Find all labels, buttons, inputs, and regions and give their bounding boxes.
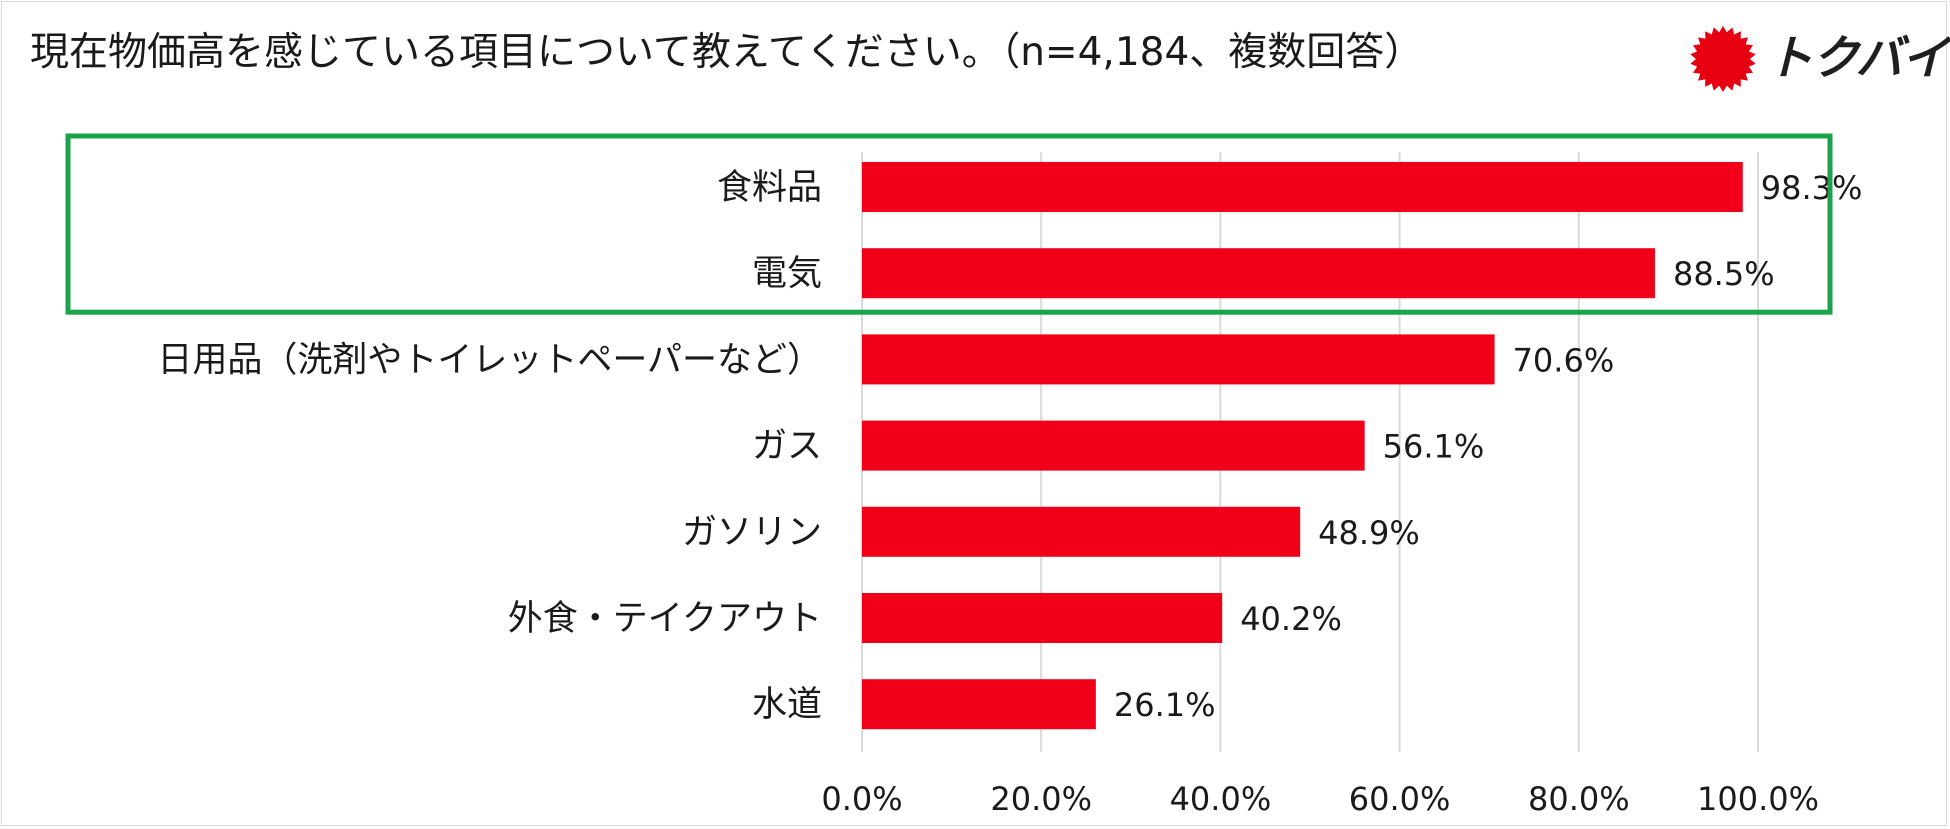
brand-name: トクバイ	[1766, 31, 1949, 86]
chart-title: 現在物価高を感じている項目について教えてください。（n=4,184、複数回答）	[30, 30, 1424, 75]
x-tick-label: 20.0%	[990, 780, 1092, 818]
x-tick-label: 80.0%	[1528, 780, 1630, 818]
category-label: 外食・テイクアウト	[508, 599, 822, 639]
highlight-box	[65, 133, 1833, 315]
bar	[862, 420, 1365, 471]
bar	[862, 506, 1301, 557]
bar	[862, 248, 1655, 299]
brand-logo: トクバイ	[1688, 24, 1949, 96]
category-label: 水道	[752, 685, 822, 725]
category-label: ガソリン	[682, 513, 822, 553]
category-label: 電気	[752, 254, 822, 294]
sun-burst-icon	[1690, 26, 1756, 92]
bar	[862, 162, 1743, 212]
data-label: 70.6%	[1513, 341, 1615, 379]
data-label: 48.9%	[1318, 514, 1420, 552]
category-label: 日用品（洗剤やトイレットペーパーなど）	[157, 340, 822, 380]
data-label: 56.1%	[1383, 428, 1485, 466]
category-label: ガス	[752, 427, 822, 467]
category-label: 食料品	[717, 168, 822, 208]
x-tick-label: 60.0%	[1349, 780, 1451, 818]
x-tick-label: 0.0%	[821, 780, 902, 818]
x-tick-label: 100.0%	[1697, 780, 1819, 818]
data-label: 26.1%	[1114, 686, 1216, 724]
x-tick-label: 40.0%	[1170, 780, 1272, 818]
data-label: 98.3%	[1761, 169, 1863, 207]
data-label: 88.5%	[1673, 255, 1775, 293]
bar	[862, 334, 1495, 385]
data-label: 40.2%	[1240, 600, 1342, 638]
bar	[862, 679, 1096, 730]
bar	[862, 593, 1223, 643]
